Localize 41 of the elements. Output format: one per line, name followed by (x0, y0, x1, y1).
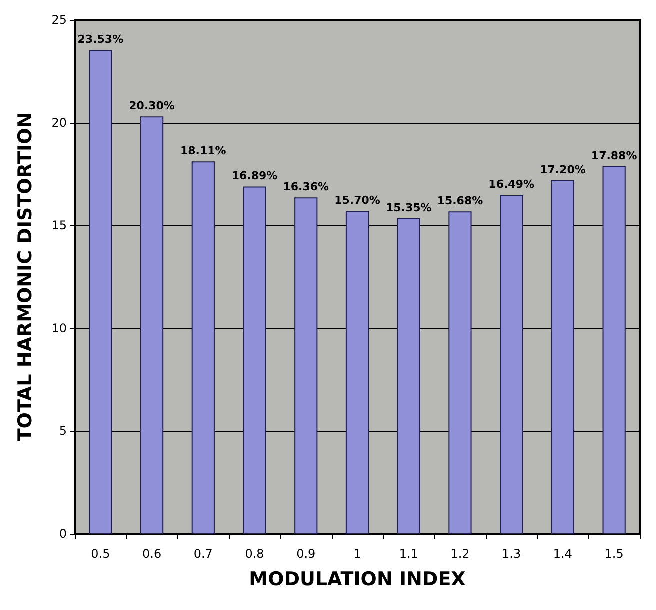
bar (243, 186, 266, 534)
bar (448, 212, 472, 534)
bar (602, 166, 626, 534)
bar (397, 218, 420, 534)
y-tick-label: 15 (52, 218, 67, 233)
y-tick-label: 0 (59, 527, 67, 541)
x-axis-title: MODULATION INDEX (249, 568, 466, 590)
x-tick-label: 1.5 (604, 547, 624, 561)
x-tick-label: 1.1 (399, 547, 418, 561)
data-label: 15.35% (386, 201, 432, 214)
y-axis-title: TOTAL HARMONIC DISTORTION (14, 112, 36, 442)
data-label: 16.49% (488, 178, 535, 191)
x-tick-label: 1 (354, 547, 362, 561)
bar (89, 50, 112, 534)
x-tick-label: 0.7 (194, 547, 213, 561)
y-tick-label: 20 (52, 116, 67, 130)
x-tick-label: 1.2 (450, 547, 470, 561)
x-tick-label: 0.5 (91, 547, 110, 561)
data-label: 17.20% (540, 163, 586, 176)
y-tick-label: 5 (59, 424, 67, 438)
data-label: 23.53% (78, 33, 124, 46)
bar (140, 116, 164, 534)
bar (294, 198, 318, 534)
data-label: 15.68% (437, 194, 484, 208)
x-tick-label: 1.4 (553, 547, 572, 561)
x-tick-label: 0.9 (296, 547, 316, 561)
x-tick-label: 1.3 (502, 547, 522, 561)
bar (192, 162, 215, 534)
bar (551, 180, 575, 534)
data-label: 16.36% (283, 180, 330, 194)
data-label: 15.70% (334, 194, 380, 208)
data-label: 20.30% (129, 100, 175, 113)
data-label: 17.88% (591, 149, 638, 162)
data-label: 16.89% (232, 170, 278, 183)
y-tick-label: 25 (52, 13, 67, 27)
bar (500, 194, 524, 534)
x-tick-label: 0.8 (245, 547, 264, 561)
y-tick-label: 10 (52, 321, 67, 336)
data-label: 18.11% (180, 144, 226, 158)
x-tick-label: 0.6 (142, 547, 162, 561)
bar (346, 211, 370, 534)
